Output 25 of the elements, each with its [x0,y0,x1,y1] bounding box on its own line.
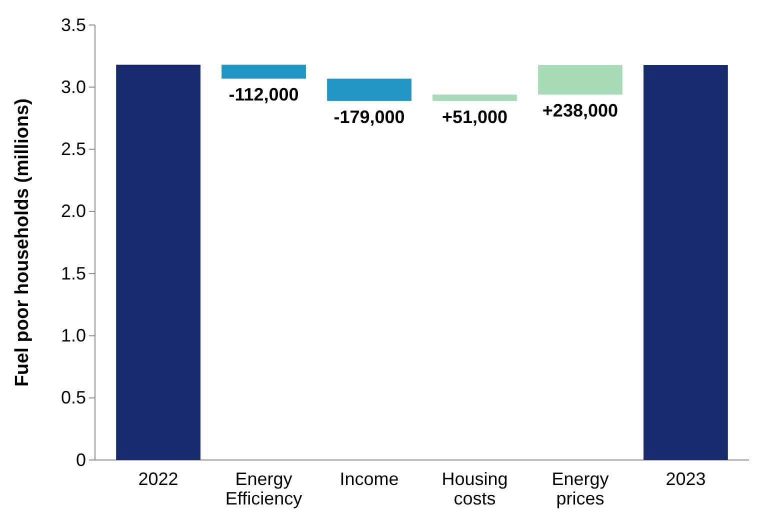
annotation: -112,000 [228,84,299,105]
x-tick-label: 2022 [138,468,178,489]
x-tick-label: Energy Efficiency [225,468,302,509]
x-tick-label: Energy prices [552,468,609,509]
annotation: -179,000 [334,106,405,127]
y-tick-label: 1.0 [60,325,86,346]
x-tick-label: Income [340,468,399,489]
y-axis-title: Fuel poor households (millions) [12,98,33,387]
bar [432,94,517,101]
bar [222,64,306,79]
bar [538,65,622,95]
y-tick-label: 1.5 [60,263,86,284]
bar [116,64,200,460]
annotation: +51,000 [442,106,508,127]
bar [327,78,412,101]
annotation: +238,000 [542,100,618,121]
y-tick-label: 0 [76,450,86,470]
y-tick-label: 2.5 [60,139,86,160]
bar [644,65,728,460]
y-tick-label: 2.0 [60,201,86,222]
y-tick-label: 3.5 [60,14,86,35]
y-tick-label: 3.0 [60,76,86,97]
x-tick-label: 2023 [666,468,706,489]
x-tick-label: Housing costs [442,468,508,509]
y-tick-label: 0.5 [60,388,86,408]
